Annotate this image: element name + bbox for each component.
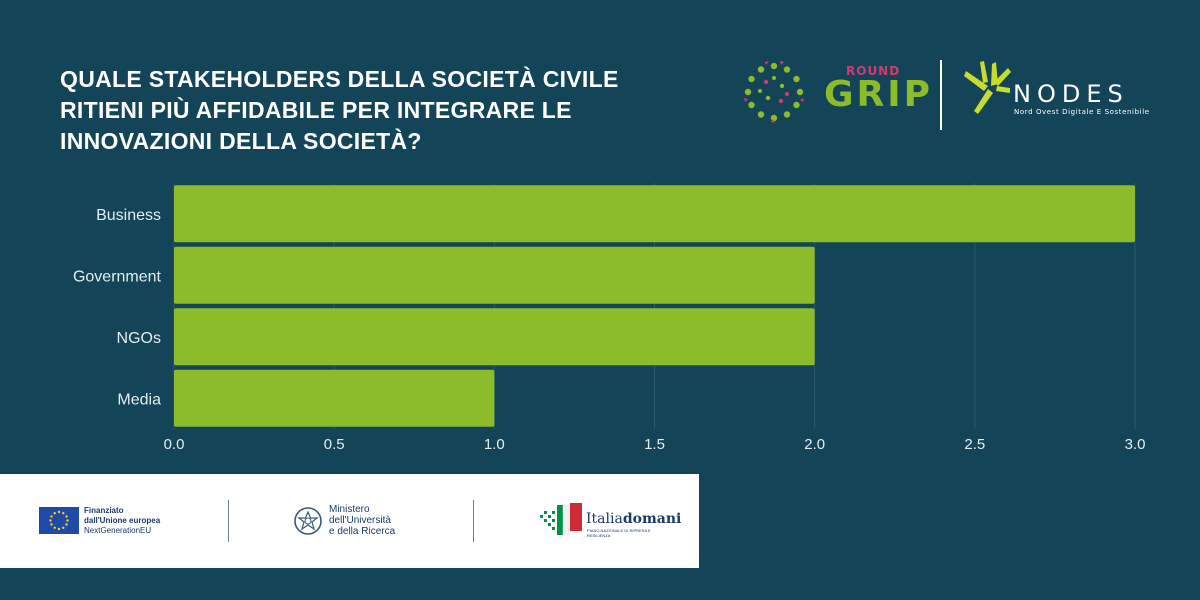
grip-round-label: ROUND — [846, 64, 901, 78]
x-tick-label-6: 3.0 — [1125, 436, 1146, 453]
ministry-text: Ministero dell'Università e della Ricerc… — [329, 504, 395, 537]
bar-ngos — [174, 308, 815, 366]
x-tick-label-2: 1.0 — [484, 436, 505, 453]
x-tick-label-5: 2.5 — [964, 436, 985, 453]
logo-divider — [940, 60, 942, 130]
italia-domani-flag-icon — [540, 503, 582, 536]
eu-funding-text: Finanziato dall'Unione europea NextGener… — [84, 506, 160, 536]
x-tick-label-4: 2.0 — [804, 436, 825, 453]
italia-prefix: Italia — [586, 511, 623, 527]
round-grip-logo-icon — [744, 61, 804, 123]
x-tick-label-3: 1.5 — [644, 436, 665, 453]
mur-line-3: e della Ricerca — [329, 526, 396, 537]
eu-flag-icon — [39, 507, 79, 534]
eu-line-1: Finanziato — [84, 506, 124, 515]
nodes-star-icon — [964, 61, 1011, 114]
footer-divider-2 — [473, 500, 474, 542]
category-label-media: Media — [117, 391, 161, 408]
footer-divider-1 — [228, 500, 229, 542]
eu-line-3: NextGenerationEU — [84, 526, 152, 535]
category-label-government: Government — [73, 268, 162, 285]
funding-footer: Finanziato dall'Unione europea NextGener… — [0, 474, 699, 568]
title-line-3: INNOVAZIONI DELLA SOCIETÀ? — [60, 128, 422, 154]
x-tick-label-1: 0.5 — [324, 436, 345, 453]
nodes-tagline: Nord Ovest Digitale E Sostenibile — [1014, 108, 1150, 116]
italian-republic-emblem-icon — [294, 507, 322, 535]
bar-government — [174, 246, 815, 304]
category-label-ngos: NGOs — [117, 330, 161, 347]
bar-business — [174, 185, 1135, 243]
title-line-1: QUALE STAKEHOLDERS DELLA SOCIETÀ CIVILE — [60, 66, 619, 92]
mur-line-1: Ministero — [329, 504, 370, 515]
title-line-2: RITIENI PIÙ AFFIDABILE PER INTEGRARE LE — [60, 97, 572, 123]
x-tick-label-0: 0.0 — [164, 436, 185, 453]
italia-domani-wordmark: Italiadomani — [586, 511, 681, 527]
grip-wordmark: GRIP — [824, 74, 934, 115]
italia-suffix: domani — [622, 511, 682, 527]
nodes-wordmark: NODES — [1013, 80, 1129, 108]
chart-title: QUALE STAKEHOLDERS DELLA SOCIETÀ CIVILE … — [60, 64, 700, 157]
italia-domani-subtitle: PIANO NAZIONALE DI RIPRESA E RESILIENZA — [587, 528, 651, 538]
eu-line-2: dall'Unione europea — [84, 516, 161, 525]
category-label-business: Business — [96, 207, 161, 224]
bar-media — [174, 369, 495, 427]
mur-line-2: dell'Università — [329, 515, 391, 526]
